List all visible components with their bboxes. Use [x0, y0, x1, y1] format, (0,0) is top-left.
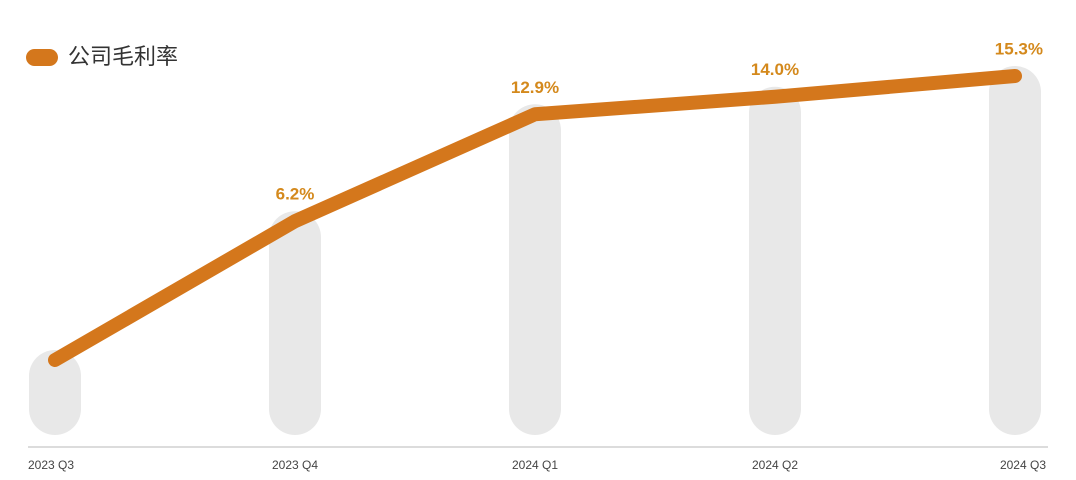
x-tick-label: 2023 Q4: [272, 458, 318, 472]
pillar: [749, 86, 801, 435]
pillar: [509, 104, 561, 435]
legend-label: 公司毛利率: [68, 44, 178, 69]
legend-swatch: [26, 49, 58, 66]
x-tick-label: 2024 Q2: [752, 458, 798, 472]
value-label: 14.0%: [751, 60, 799, 79]
line: [48, 69, 1022, 367]
x-tick-label: 2024 Q3: [1000, 458, 1046, 472]
value-label: 15.3%: [995, 39, 1043, 58]
value-label: 12.9%: [511, 78, 559, 97]
pillar: [269, 211, 321, 435]
x-tick-label: 2024 Q1: [512, 458, 558, 472]
pillar: [989, 66, 1041, 435]
x-tick-label: 2023 Q3: [28, 458, 74, 472]
pillar: [29, 350, 81, 435]
value-label: 6.2%: [276, 185, 315, 204]
